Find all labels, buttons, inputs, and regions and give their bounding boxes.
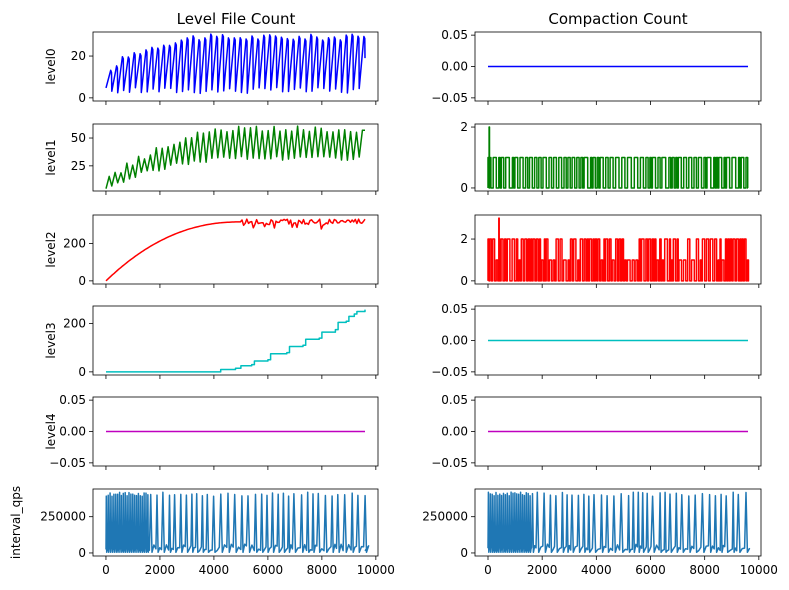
x-tick-label: 4000: [199, 563, 230, 577]
x-tick-label: 6000: [635, 563, 666, 577]
y-tick-label: −0.05: [431, 456, 468, 470]
y-tick-label: 0: [460, 274, 468, 288]
panel-compactions_level2: 02: [460, 214, 762, 288]
y-tick-label: 50: [71, 131, 86, 145]
y-tick-label: 200: [63, 236, 86, 250]
y-axis-label: level2: [44, 231, 58, 267]
y-tick-label: 25: [71, 159, 86, 173]
series-line-compactions_level1: [487, 126, 749, 189]
y-tick-label: 2: [460, 232, 468, 246]
y-tick-label: 0.00: [441, 60, 468, 74]
panel-compactions_level0: −0.05 0.00 0.05: [431, 28, 762, 105]
x-tick-label: 6000: [253, 563, 284, 577]
y-axis-label: level0: [44, 48, 58, 84]
y-axis-label: level3: [44, 322, 58, 358]
x-tick-label: 8000: [689, 563, 720, 577]
y-tick-label: 0.05: [441, 302, 468, 316]
y-tick-label: 0: [78, 91, 86, 105]
axes-frame: [92, 488, 379, 557]
y-tick-label: 0: [78, 274, 86, 288]
y-tick-label: 250000: [422, 510, 468, 524]
axes-frame: [474, 488, 762, 557]
axes-frame: [92, 305, 379, 376]
series-line-level1_files: [105, 125, 366, 189]
series-line-compactions_level2: [487, 217, 750, 282]
axes-frame: [92, 123, 379, 192]
panel-level0_files: 0 20 level0: [44, 31, 379, 105]
panel-interval_qps_right: 0 250000 0 2000 4000 6000 8000 10000: [422, 488, 778, 577]
x-tick-label: 0: [484, 563, 492, 577]
series-line-interval_qps_left: [105, 491, 370, 554]
y-tick-label: 0.05: [59, 393, 86, 407]
x-tick-label: 0: [102, 563, 110, 577]
panel-level2_files: 0 200 level2: [44, 214, 379, 288]
panel-level1_files: 25 50 level1: [44, 123, 379, 195]
panel-compactions_level1: 02: [460, 120, 762, 195]
series-line-level0_files: [105, 33, 366, 95]
axes-frame: [92, 31, 379, 102]
series-line-interval_qps_right: [487, 491, 751, 554]
y-tick-label: 200: [63, 317, 86, 331]
axes-frame: [474, 214, 762, 285]
y-axis-label: interval_qps: [9, 486, 23, 559]
y-tick-label: 0.05: [441, 393, 468, 407]
x-tick-label: 10000: [357, 563, 395, 577]
y-tick-label: 0: [460, 546, 468, 560]
y-axis-label: level4: [44, 413, 58, 449]
y-tick-label: 0.05: [441, 28, 468, 42]
y-axis-label: level1: [44, 139, 58, 175]
x-tick-label: 4000: [581, 563, 612, 577]
series-line-level2_files: [105, 218, 366, 282]
series-line-level3_files: [106, 309, 366, 373]
y-tick-label: 0.00: [441, 334, 468, 348]
y-tick-label: 0: [78, 546, 86, 560]
y-tick-label: 0.00: [441, 425, 468, 439]
y-tick-label: 0.00: [59, 425, 86, 439]
panel-interval_qps_left: 0 250000 0 2000 4000 6000 8000 10000 interval_qp…: [9, 486, 395, 577]
left-column-title: Level File Count: [177, 10, 296, 28]
panel-level3_files: 0 200 level3: [44, 305, 379, 379]
y-tick-label: −0.05: [431, 91, 468, 105]
x-tick-label: 10000: [740, 563, 778, 577]
right-column-title: Compaction Count: [548, 10, 687, 28]
y-tick-label: 0: [78, 365, 86, 379]
x-tick-label: 8000: [307, 563, 338, 577]
axes-frame: [92, 214, 379, 285]
axes-frame: [474, 123, 762, 192]
y-tick-label: 0: [460, 181, 468, 195]
y-tick-label: 250000: [40, 510, 86, 524]
panel-compactions_level4: −0.05 0.00 0.05: [431, 393, 762, 470]
y-tick-label: −0.05: [49, 456, 86, 470]
panels: 020level0−0.050.000.052550level1020200le…: [9, 28, 778, 577]
y-tick-label: 2: [460, 120, 468, 134]
y-tick-label: 20: [71, 49, 86, 63]
panel-compactions_level3: −0.05 0.00 0.05: [431, 302, 762, 379]
x-tick-label: 2000: [527, 563, 558, 577]
y-tick-label: −0.05: [431, 365, 468, 379]
x-tick-label: 2000: [145, 563, 176, 577]
